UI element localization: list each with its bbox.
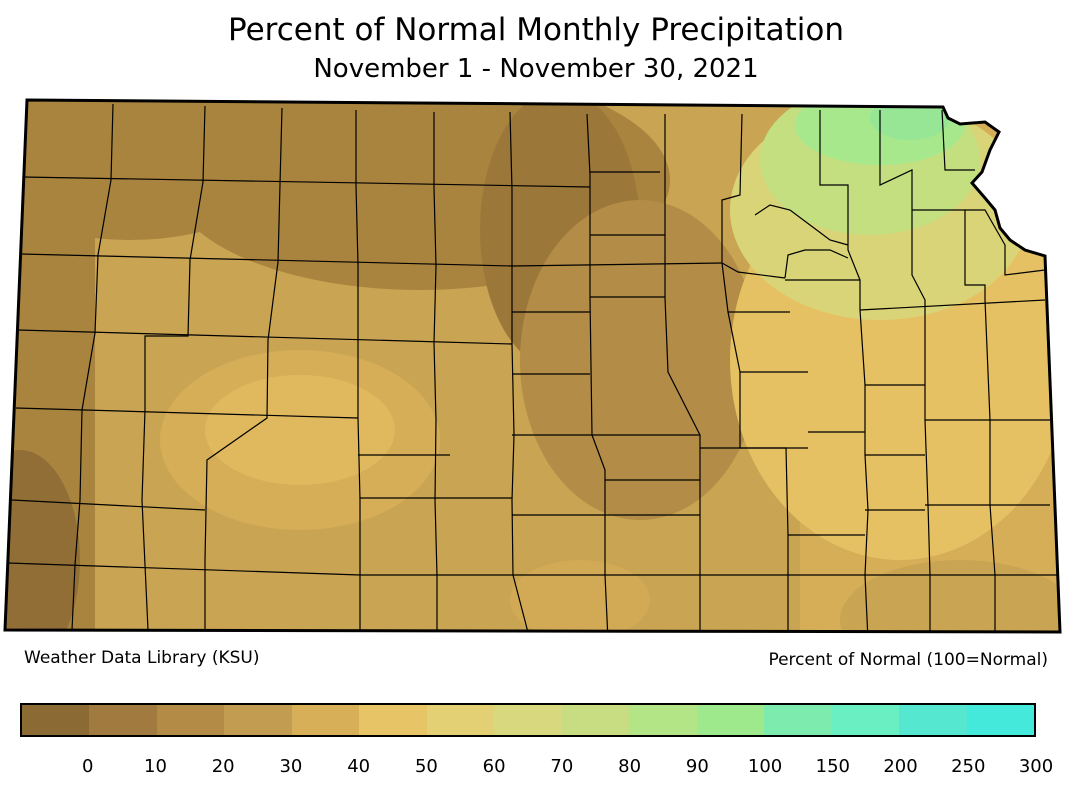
legend-tick-label: 100 xyxy=(747,756,783,777)
legend-swatch xyxy=(291,705,360,735)
data-credit: Weather Data Library (KSU) xyxy=(24,648,260,668)
legend-swatch xyxy=(561,705,630,735)
legend-ticks: 0 10 20 30 40 50 60 70 80 90 100 150 200 250 300 xyxy=(20,756,1053,782)
field-ne-100 xyxy=(870,100,950,140)
kansas-outline xyxy=(3,98,1062,634)
legend-tick-label: 90 xyxy=(685,756,709,777)
field-sw-very-dry xyxy=(5,450,80,632)
field-south-central xyxy=(510,560,650,632)
legend-swatch xyxy=(426,705,495,735)
legend-swatch xyxy=(764,705,832,735)
legend-swatch xyxy=(359,705,427,735)
legend-tick-label: 80 xyxy=(618,756,642,777)
legend-swatch xyxy=(629,705,697,735)
legend-swatch xyxy=(966,705,1035,735)
units-note: Percent of Normal (100=Normal) xyxy=(768,650,1048,670)
legend-tick-label: 150 xyxy=(815,756,850,777)
legend-swatch xyxy=(224,705,292,735)
legend-tick-label: 20 xyxy=(211,756,235,777)
legend-tick-label: 50 xyxy=(414,756,438,777)
legend-swatch xyxy=(831,705,900,735)
legend-tick-label: 10 xyxy=(144,756,167,777)
map-subtitle: November 1 - November 30, 2021 xyxy=(313,54,759,84)
legend-swatch xyxy=(494,705,562,735)
legend-tick-label: 60 xyxy=(482,756,506,777)
legend-swatch xyxy=(89,705,157,735)
county-lines xyxy=(7,103,1060,632)
field-central-lighter xyxy=(205,375,395,485)
color-legend-bar xyxy=(20,703,1036,737)
legend-swatch xyxy=(899,705,967,735)
legend-tick-label: 40 xyxy=(347,756,371,777)
precip-field xyxy=(5,100,1060,632)
map-title: Percent of Normal Monthly Precipitation xyxy=(228,12,844,48)
legend-tick-label: 200 xyxy=(883,756,918,777)
legend-tick-label: 0 xyxy=(81,756,94,777)
legend-tick-label: 30 xyxy=(279,756,303,777)
legend-tick-label: 250 xyxy=(951,756,986,777)
field-se-moderate xyxy=(840,560,1060,632)
field-north-moderate xyxy=(520,200,760,520)
legend-tick-label: 70 xyxy=(550,756,574,777)
legend-tick-label: 300 xyxy=(1018,756,1054,777)
legend-swatch xyxy=(696,705,765,735)
kansas-precipitation-map xyxy=(3,98,1062,634)
legend-swatch xyxy=(22,705,90,735)
legend-swatch xyxy=(156,705,225,735)
